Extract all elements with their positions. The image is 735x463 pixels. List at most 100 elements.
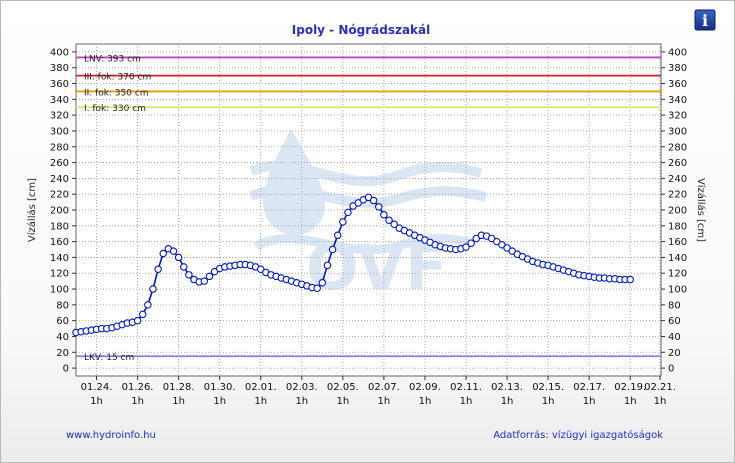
data-point (323, 261, 332, 270)
footer-data-source: Adatforrás: vízügyi igazgatóságok (493, 429, 663, 441)
y-tick-label: 260 (668, 158, 687, 169)
y-axis-title-left: Vízállás [cm] (26, 178, 38, 242)
y-tick-label: 20 (56, 348, 69, 359)
y-tick-label: 160 (50, 237, 69, 248)
y-tick-label: 120 (50, 269, 69, 280)
data-point (375, 203, 383, 211)
data-point (138, 310, 147, 319)
y-axis-title-right: Vízállás [cm] (695, 178, 707, 242)
y-tick-label: 400 (50, 47, 69, 58)
y-tick-label: 80 (668, 300, 681, 311)
plot-area (75, 43, 662, 377)
x-tick-sublabel: 1h (254, 396, 267, 407)
reference-lines: LNV: 393 cm III. fok: 370 cm II. fok: 350 … (76, 54, 661, 363)
y-tick-label: 380 (50, 63, 69, 74)
y-tick-label: 220 (50, 190, 69, 201)
y-tick-label: 20 (668, 348, 681, 359)
data-point (328, 245, 337, 254)
reference-label: LNV: 393 cm (84, 54, 141, 64)
y-tick-label: 0 (63, 364, 69, 375)
data-point (144, 301, 152, 309)
data-point (339, 218, 347, 226)
x-tick-sublabel: 1h (213, 396, 226, 407)
x-tick-label: 01.28. (163, 382, 195, 393)
x-axis: 01.24. 1h 01.26. 1h 01.28. 1h 01.30. 1h 02.01. 1h… (81, 376, 676, 407)
data-point (133, 316, 142, 325)
data-point (174, 253, 183, 262)
data-point (462, 243, 470, 251)
x-tick-label: 02.17. (573, 382, 605, 393)
x-tick-label: 01.24. (81, 382, 113, 393)
reference-label: LKV: 15 cm (84, 353, 134, 363)
x-tick-sublabel: 1h (336, 396, 349, 407)
y-tick-label: 200 (50, 206, 69, 217)
y-tick-label: 120 (668, 269, 687, 280)
y-tick-label: 280 (50, 142, 69, 153)
y-tick-label: 240 (668, 174, 687, 185)
x-tick-label: 02.09. (409, 382, 441, 393)
y-tick-label: 40 (56, 332, 69, 343)
y-tick-label: 180 (668, 221, 687, 232)
data-point (385, 216, 393, 225)
y-tick-label: 40 (668, 332, 681, 343)
info-button[interactable]: i (694, 9, 716, 31)
y-tick-label: 280 (668, 142, 687, 153)
y-tick-label: 100 (50, 285, 69, 296)
x-tick-label: 02.01. (245, 382, 277, 393)
footer-source-link[interactable]: www.hydroinfo.hu (66, 430, 156, 441)
x-tick-label: 01.30. (204, 382, 236, 393)
x-tick-sublabel: 1h (624, 396, 637, 407)
x-tick-sublabel: 1h (542, 396, 555, 407)
y-tick-label: 200 (668, 206, 687, 217)
x-tick-label: 02.03. (286, 382, 318, 393)
data-point (626, 275, 634, 284)
y-tick-label: 340 (50, 95, 69, 106)
y-tick-label: 340 (668, 95, 687, 106)
data-point (318, 278, 327, 287)
x-tick-sublabel: 1h (419, 396, 432, 407)
chart-title: Ipoly - Nógrádszakál (292, 23, 430, 37)
y-tick-label: 320 (668, 111, 687, 122)
y-axis-left: 0 20 40 60 80 100 120 140 160 180 200 220 240 260 280 3… (50, 47, 76, 375)
y-tick-label: 400 (668, 47, 687, 58)
x-tick-sublabel: 1h (172, 396, 185, 407)
data-point (333, 231, 342, 240)
y-tick-label: 360 (50, 79, 69, 90)
y-tick-label: 180 (50, 221, 69, 232)
y-tick-label: 220 (668, 190, 687, 201)
data-point (344, 208, 352, 217)
x-tick-sublabel: 1h (131, 396, 144, 407)
y-tick-label: 0 (668, 364, 674, 375)
y-tick-label: 360 (668, 79, 687, 90)
data-point (369, 196, 378, 205)
y-tick-label: 240 (50, 174, 69, 185)
x-tick-sublabel: 1h (654, 396, 667, 407)
x-tick-label: 02.21. (644, 382, 676, 393)
data-point (390, 220, 398, 228)
y-tick-label: 300 (50, 126, 69, 137)
data-point (313, 284, 321, 293)
data-point (149, 285, 157, 293)
y-tick-label: 320 (50, 111, 69, 122)
y-tick-label: 300 (668, 126, 687, 137)
reference-label: III. fok: 370 cm (84, 73, 151, 83)
y-tick-label: 160 (668, 237, 687, 248)
x-tick-sublabel: 1h (90, 396, 103, 407)
info-glyph: i (702, 11, 708, 30)
data-point (467, 239, 475, 247)
reference-label: I. fok: 330 cm (84, 104, 146, 114)
data-point (169, 247, 178, 255)
x-tick-label: 02.11. (450, 382, 482, 393)
x-tick-sublabel: 1h (501, 396, 514, 407)
x-tick-sublabel: 1h (295, 396, 308, 407)
y-tick-label: 100 (668, 285, 687, 296)
y-tick-label: 60 (668, 316, 681, 327)
y-tick-label: 140 (668, 253, 687, 264)
y-tick-label: 60 (56, 316, 69, 327)
x-tick-label: 02.05. (327, 382, 359, 393)
info-icon[interactable] (694, 9, 716, 31)
data-point (185, 271, 193, 279)
y-tick-label: 380 (668, 63, 687, 74)
